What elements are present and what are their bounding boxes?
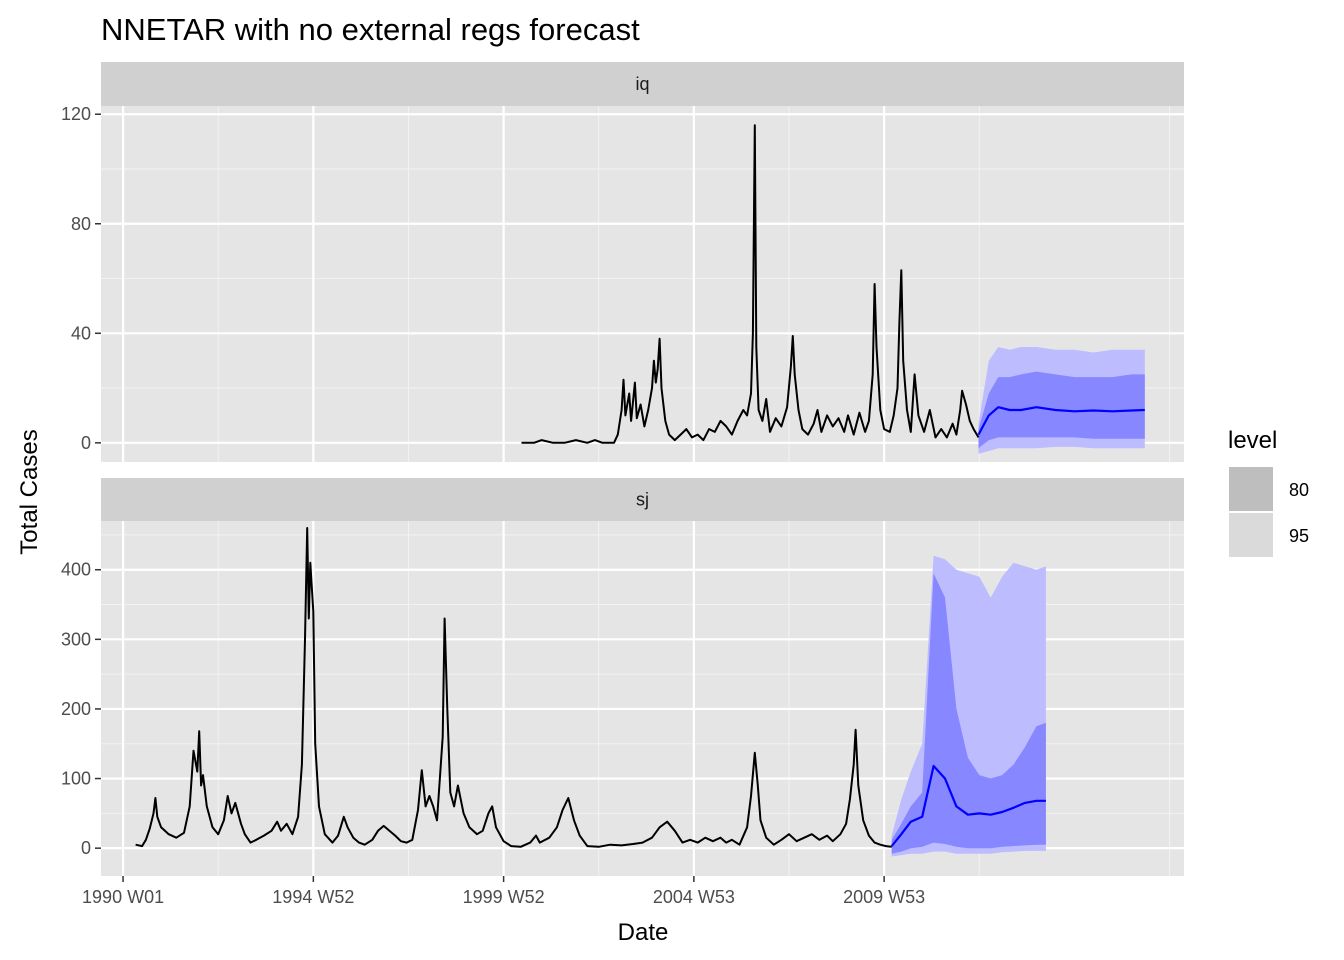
y-axis-title: Total Cases	[16, 429, 43, 554]
strip-label-iq: iq	[635, 74, 649, 94]
chart-title: NNETAR with no external regs forecast	[101, 12, 640, 47]
legend-key-80	[1229, 467, 1273, 511]
y-tick-label: 40	[71, 323, 91, 343]
legend-title: level	[1228, 427, 1277, 454]
x-tick-label: 1994 W52	[272, 887, 354, 907]
y-tick-label: 100	[61, 769, 91, 789]
history-line-sj	[135, 527, 892, 848]
legend-key-95	[1229, 513, 1273, 557]
y-tick-label: 200	[61, 699, 91, 719]
strip-sj	[101, 478, 1184, 521]
legend: level 80 95	[1228, 427, 1309, 557]
y-tick-label: 400	[61, 560, 91, 580]
panel-iq: iq 0 40 80 120	[61, 62, 1184, 462]
x-tick-label: 2004 W53	[653, 887, 735, 907]
x-axis-title: Date	[618, 919, 669, 946]
panel-sj: sj 0 100 200 300 400	[61, 478, 1184, 876]
strip-iq	[101, 62, 1184, 106]
y-tick-label: 120	[61, 104, 91, 124]
y-tick-label: 80	[71, 214, 91, 234]
panels: iq 0 40 80 120 sj 0 100 200 300 400	[61, 62, 1184, 876]
x-tick-label: 1999 W52	[463, 887, 545, 907]
y-tick-label: 0	[81, 433, 91, 453]
history-line-iq	[521, 124, 980, 444]
forecast-mean-line-sj	[890, 764, 1046, 847]
x-tick-label: 1990 W01	[82, 887, 164, 907]
x-tick-label: 2009 W53	[843, 887, 925, 907]
legend-label-95: 95	[1289, 526, 1309, 546]
x-axis-ticks: 1990 W01 1994 W52 1999 W52 2004 W53 2009 W53	[82, 876, 925, 907]
y-tick-label: 300	[61, 629, 91, 649]
legend-label-80: 80	[1289, 480, 1309, 500]
strip-label-sj: sj	[636, 490, 649, 510]
y-tick-label: 0	[81, 838, 91, 858]
forecast-mean-line-iq	[977, 406, 1145, 436]
